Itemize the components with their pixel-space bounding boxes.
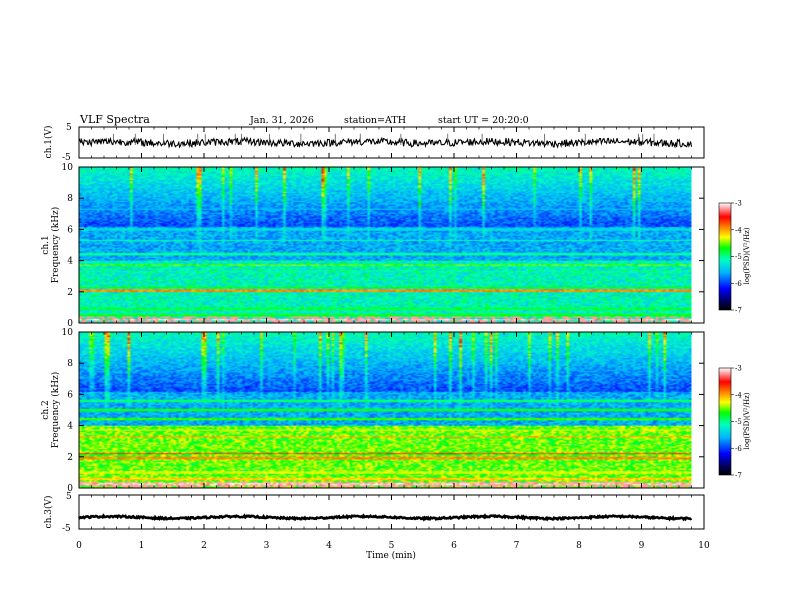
ch2-spectrogram-ylabel: ch.2 (41, 400, 51, 419)
ch3-ytick-top: 5 (66, 492, 72, 502)
xtick-label: 1 (139, 541, 145, 551)
ch2-colorbar-tick-label: -3 (735, 365, 742, 373)
ch3-waveform-ylabel: ch.3(V) (43, 496, 54, 529)
ch1-ytick-top: 5 (66, 123, 72, 133)
ch2-colorbar: -3 -4 -5 -6 -7 log(PSD)(V²/Hz) (718, 365, 751, 480)
xtick-label: 3 (264, 541, 270, 551)
xtick-label: 7 (514, 541, 520, 551)
ch1-waveform-panel: 5 -5 ch.1(V) (43, 123, 705, 163)
spec2-raster (79, 332, 692, 488)
spec1-raster (79, 167, 692, 323)
xtick-label: 4 (326, 541, 332, 551)
ch1-colorbar-tick-label: -3 (735, 200, 742, 208)
ch3-waveform-panel: 5 -5 ch.3(V) 0 1 2 3 4 5 6 7 8 9 10 Time (min) (43, 127, 710, 561)
ch2-yticks: 0 2 4 6 8 10 (62, 328, 704, 494)
ch1-spectrogram-ylabel: ch.1 (41, 235, 51, 254)
xtick-label: 0 (76, 541, 82, 551)
ch2-colorbar-ticks: -3 -4 -5 -6 -7 (731, 365, 742, 480)
ch2-ytick-label: 2 (67, 453, 73, 463)
ch1-colorbar: -3 -4 -5 -6 -7 log(PSD)(V²/Hz) (718, 200, 751, 315)
ch1-colorbar-gradient (718, 202, 732, 311)
ch1-ytick-bottom: -5 (62, 153, 71, 163)
ch1-colorbar-tick-label: -5 (735, 253, 742, 261)
ch3-waveform-trace (77, 513, 693, 522)
ch1-spectrogram-panel: 0 2 4 6 8 10 ch.1 Frequency (kHz) -3 -4 -5 -6 -7 … (41, 163, 751, 329)
xtick-label: 10 (698, 541, 710, 551)
header-start-time: start UT = 20:20:0 (438, 115, 529, 126)
ch2-ytick-label: 10 (62, 328, 74, 338)
ch1-frequency-label: Frequency (kHz) (50, 207, 61, 284)
ch1-trace-path (78, 136, 693, 149)
ch2-ytick-label: 6 (67, 390, 73, 400)
ch1-waveform-trace (78, 133, 693, 149)
ch1-ytick-label: 10 (62, 163, 74, 173)
ch2-frequency-label: Frequency (kHz) (50, 372, 61, 449)
header-station: station=ATH (344, 115, 406, 126)
ch2-spectrogram-panel: 0 2 4 6 8 10 ch.2 Frequency (kHz) -3 -4 -5 -6 -7 … (41, 328, 751, 494)
ch2-ytick-label: 4 (67, 422, 73, 432)
ch2-colorbar-gradient (718, 367, 732, 476)
ch2-colorbar-label: log(PSD)(V²/Hz) (743, 392, 751, 449)
xtick-label: 9 (639, 541, 645, 551)
ch1-ytick-label: 4 (67, 257, 73, 267)
ch2-ytick-label: 0 (67, 484, 73, 494)
ch2-spectrogram-image (79, 332, 692, 488)
ch3-trace-path (77, 513, 693, 522)
ch2-colorbar-tick-label: -6 (735, 445, 742, 453)
ch1-ytick-label: 2 (67, 288, 73, 298)
ch2-ytick-label: 8 (67, 359, 73, 369)
ch1-yticks: 0 2 4 6 8 10 (62, 163, 704, 329)
ch2-colorbar-tick-label: -7 (735, 472, 742, 480)
ch1-waveform-ylabel: ch.1(V) (43, 126, 54, 159)
xtick-label: 5 (389, 541, 395, 551)
ch1-colorbar-tick-label: -6 (735, 280, 742, 288)
time-axis-label: Time (min) (366, 550, 416, 561)
ch1-ytick-label: 6 (67, 225, 73, 235)
ch1-ytick-label: 0 (67, 319, 73, 329)
time-axis-ticks: 0 1 2 3 4 5 6 7 8 9 10 (76, 127, 710, 551)
ch3-waveform-frame (78, 494, 705, 530)
xtick-label: 6 (451, 541, 457, 551)
figure-title: VLF Spectra (79, 113, 150, 126)
ch1-ytick-label: 8 (67, 194, 73, 204)
header-date: Jan. 31, 2026 (249, 115, 314, 126)
xtick-label: 8 (576, 541, 582, 551)
ch1-colorbar-tick-label: -7 (735, 307, 742, 315)
ch3-ytick-bottom: -5 (62, 524, 71, 534)
ch1-colorbar-ticks: -3 -4 -5 -6 -7 (731, 200, 742, 315)
ch1-colorbar-tick-label: -4 (735, 226, 742, 234)
ch1-spectrogram-image (79, 167, 692, 323)
ch1-colorbar-label: log(PSD)(V²/Hz) (743, 227, 751, 284)
ch2-colorbar-tick-label: -5 (735, 418, 742, 426)
xtick-label: 2 (201, 541, 207, 551)
ch2-colorbar-tick-label: -4 (735, 391, 742, 399)
